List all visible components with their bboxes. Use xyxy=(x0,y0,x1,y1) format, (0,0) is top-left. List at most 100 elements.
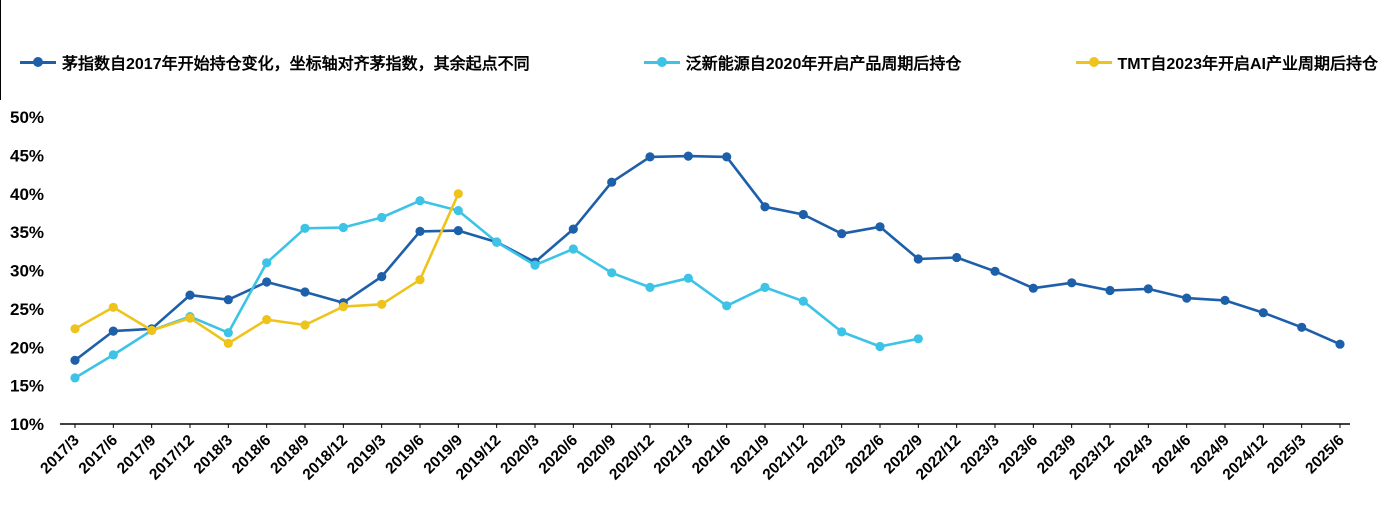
data-point-new-energy xyxy=(568,244,578,254)
data-point-mao-index xyxy=(1143,284,1153,294)
data-point-tmt xyxy=(185,313,195,323)
x-axis-tick-label: 2024/3 xyxy=(1111,432,1157,478)
x-axis-tick-label: 2017/6 xyxy=(76,432,122,478)
x-axis-tick-label: 2024/6 xyxy=(1149,432,1195,478)
legend-dot-icon xyxy=(1088,57,1099,67)
data-point-tmt xyxy=(262,315,272,325)
x-axis-tick-label: 2023/6 xyxy=(996,432,1042,478)
data-point-new-energy xyxy=(300,223,310,233)
data-point-new-energy xyxy=(837,327,847,337)
chart-legend: 茅指数自2017年开始持仓变化，坐标轴对齐茅指数，其余起点不同 泛新能源自202… xyxy=(0,50,1392,74)
data-point-mao-index xyxy=(415,226,425,236)
data-point-tmt xyxy=(147,325,157,335)
x-axis-tick-label: 2021/6 xyxy=(689,432,735,478)
y-axis-tick-label: 35% xyxy=(10,223,44,242)
data-point-new-energy xyxy=(108,350,118,360)
data-point-new-energy xyxy=(683,273,693,283)
data-point-tmt xyxy=(70,324,80,334)
y-axis-tick-label: 30% xyxy=(10,262,44,281)
data-point-mao-index xyxy=(185,290,195,300)
data-point-mao-index xyxy=(1182,293,1192,303)
legend-marker-line-dot-icon xyxy=(20,56,56,68)
data-point-mao-index xyxy=(1028,283,1038,293)
data-point-new-energy xyxy=(223,328,233,338)
data-point-mao-index xyxy=(108,326,118,336)
data-point-mao-index xyxy=(837,229,847,239)
data-point-mao-index xyxy=(645,152,655,162)
data-point-tmt xyxy=(223,338,233,348)
x-axis-tick-label: 2018/3 xyxy=(191,432,237,478)
legend-marker-line-dot-icon xyxy=(643,56,680,68)
y-axis-tick-label: 25% xyxy=(10,300,44,319)
data-point-mao-index xyxy=(453,226,463,236)
data-point-mao-index xyxy=(913,254,923,264)
data-point-mao-index xyxy=(760,202,770,212)
y-axis-tick-label: 10% xyxy=(10,415,44,434)
data-point-tmt xyxy=(300,320,310,330)
data-point-mao-index xyxy=(1335,339,1345,349)
x-axis-tick-label: 2018/6 xyxy=(229,432,275,478)
data-point-tmt xyxy=(108,302,118,312)
data-point-tmt xyxy=(415,275,425,285)
x-axis-tick-label: 2022/3 xyxy=(804,432,850,478)
x-axis-tick-label: 2025/3 xyxy=(1264,432,1310,478)
data-point-mao-index xyxy=(798,209,808,220)
legend-dot-icon xyxy=(656,57,667,67)
x-axis-tick-label: 2019/3 xyxy=(344,432,390,478)
data-point-mao-index xyxy=(875,222,885,232)
data-point-mao-index xyxy=(70,355,80,365)
data-point-new-energy xyxy=(875,341,885,352)
data-point-mao-index xyxy=(607,177,617,187)
data-point-mao-index xyxy=(262,277,272,287)
x-axis-tick-label: 2020/6 xyxy=(536,432,582,478)
x-axis-tick-label: 2021/3 xyxy=(651,432,697,478)
data-point-new-energy xyxy=(722,301,732,311)
data-point-new-energy xyxy=(262,258,272,268)
data-point-mao-index xyxy=(1297,322,1307,332)
y-axis-tick-label: 20% xyxy=(10,338,44,357)
data-point-tmt xyxy=(453,189,463,199)
y-axis-tick-label: 50% xyxy=(10,108,44,127)
legend-item-tmt: TMT自2023年开启AI产业周期后持仓 xyxy=(1075,50,1378,74)
legend-item-mao-index: 茅指数自2017年开始持仓变化，坐标轴对齐茅指数，其余起点不同 xyxy=(20,50,530,74)
data-point-new-energy xyxy=(607,268,617,278)
x-axis-tick-label: 2019/6 xyxy=(382,432,428,478)
data-point-mao-index xyxy=(568,224,578,234)
data-point-new-energy xyxy=(453,206,463,216)
data-point-mao-index xyxy=(377,272,387,282)
y-axis-tick-label: 15% xyxy=(10,377,44,396)
data-point-new-energy xyxy=(338,222,348,233)
data-point-new-energy xyxy=(645,282,655,292)
series-line-new-energy xyxy=(73,199,920,380)
data-point-new-energy xyxy=(70,373,80,383)
legend-label-new-energy: 泛新能源自2020年开启产品周期后持仓 xyxy=(685,56,962,73)
data-point-mao-index xyxy=(952,252,962,263)
data-point-new-energy xyxy=(760,282,770,292)
data-point-new-energy xyxy=(415,196,425,206)
series-line-mao-index xyxy=(73,154,1342,362)
data-point-tmt xyxy=(338,302,348,312)
legend-label-tmt: TMT自2023年开启AI产业周期后持仓 xyxy=(1117,56,1378,73)
data-point-new-energy xyxy=(798,296,808,306)
data-point-mao-index xyxy=(990,266,1000,276)
data-point-mao-index xyxy=(1067,278,1077,288)
data-point-mao-index xyxy=(1105,285,1115,296)
legend-marker-line-dot-icon xyxy=(1075,56,1112,68)
left-border-line xyxy=(0,0,1,100)
x-axis-tick-label: 2017/3 xyxy=(37,432,83,478)
data-point-mao-index xyxy=(683,151,693,161)
legend-dot-icon xyxy=(33,57,43,67)
data-point-mao-index xyxy=(223,295,233,305)
data-point-mao-index xyxy=(722,152,732,162)
y-axis-tick-label: 45% xyxy=(10,146,44,165)
x-axis-tick-label: 2020/3 xyxy=(497,432,543,478)
data-point-tmt xyxy=(377,299,387,309)
legend-item-new-energy: 泛新能源自2020年开启产品周期后持仓 xyxy=(643,50,962,74)
data-point-new-energy xyxy=(492,237,502,247)
data-point-new-energy xyxy=(913,334,923,344)
y-axis-tick-label: 40% xyxy=(10,185,44,204)
data-point-mao-index xyxy=(1258,308,1268,318)
data-point-new-energy xyxy=(530,260,540,270)
